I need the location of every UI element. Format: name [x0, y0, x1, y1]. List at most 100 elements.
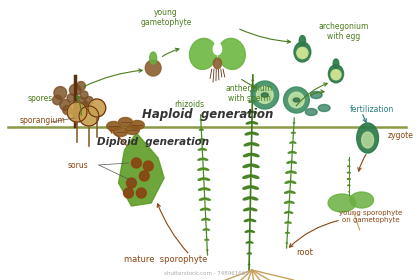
Circle shape — [256, 87, 273, 103]
Ellipse shape — [253, 90, 255, 91]
Ellipse shape — [288, 151, 292, 153]
Circle shape — [124, 188, 133, 198]
Ellipse shape — [333, 59, 339, 69]
Ellipse shape — [244, 143, 251, 146]
Text: rhizoids: rhizoids — [175, 100, 205, 109]
Ellipse shape — [150, 52, 157, 64]
Ellipse shape — [350, 192, 373, 208]
Ellipse shape — [357, 123, 378, 153]
Ellipse shape — [250, 230, 254, 232]
Text: archegonium
with egg: archegonium with egg — [319, 22, 369, 41]
Text: antheridium
with sperm: antheridium with sperm — [225, 84, 273, 103]
Ellipse shape — [292, 161, 296, 163]
Ellipse shape — [289, 201, 294, 203]
Ellipse shape — [251, 186, 259, 189]
Ellipse shape — [114, 127, 127, 137]
Ellipse shape — [198, 158, 203, 160]
Ellipse shape — [328, 65, 344, 83]
Ellipse shape — [130, 120, 144, 130]
Ellipse shape — [191, 40, 215, 68]
Ellipse shape — [347, 172, 349, 173]
Ellipse shape — [252, 122, 258, 124]
Ellipse shape — [287, 232, 290, 233]
Text: fertilization: fertilization — [349, 105, 394, 114]
Ellipse shape — [252, 132, 258, 135]
Ellipse shape — [285, 201, 289, 203]
Ellipse shape — [203, 168, 209, 170]
Ellipse shape — [203, 229, 206, 230]
Ellipse shape — [243, 208, 250, 211]
Ellipse shape — [362, 132, 373, 148]
Ellipse shape — [261, 93, 268, 97]
Circle shape — [132, 158, 141, 168]
Circle shape — [251, 81, 279, 109]
Circle shape — [67, 94, 75, 102]
Ellipse shape — [293, 98, 300, 102]
Ellipse shape — [291, 171, 296, 173]
Ellipse shape — [126, 125, 140, 134]
Ellipse shape — [328, 194, 356, 212]
Ellipse shape — [289, 212, 293, 213]
Circle shape — [145, 60, 161, 76]
Ellipse shape — [349, 172, 350, 173]
Ellipse shape — [248, 264, 249, 265]
Text: mature  sporophyte: mature sporophyte — [124, 255, 208, 264]
Text: Diploid  generation: Diploid generation — [97, 137, 209, 147]
Ellipse shape — [292, 151, 296, 153]
Ellipse shape — [310, 92, 322, 99]
Ellipse shape — [243, 175, 251, 178]
Ellipse shape — [205, 208, 210, 210]
Circle shape — [127, 178, 136, 188]
Ellipse shape — [207, 239, 209, 240]
Ellipse shape — [200, 208, 205, 210]
Ellipse shape — [244, 219, 250, 221]
Ellipse shape — [204, 178, 210, 180]
Circle shape — [88, 99, 106, 117]
Ellipse shape — [204, 188, 210, 190]
Circle shape — [297, 47, 308, 59]
Ellipse shape — [243, 197, 251, 200]
Ellipse shape — [252, 111, 257, 113]
Text: sorus: sorus — [67, 160, 88, 169]
Ellipse shape — [205, 239, 207, 240]
Ellipse shape — [247, 253, 249, 254]
Ellipse shape — [318, 104, 330, 111]
Ellipse shape — [119, 118, 132, 127]
Circle shape — [54, 87, 67, 99]
Ellipse shape — [251, 175, 259, 178]
Ellipse shape — [107, 122, 121, 130]
Ellipse shape — [243, 164, 251, 167]
Ellipse shape — [220, 40, 244, 68]
Circle shape — [289, 92, 304, 108]
Ellipse shape — [198, 178, 204, 180]
Ellipse shape — [251, 90, 253, 91]
Ellipse shape — [249, 264, 250, 265]
Circle shape — [79, 106, 99, 126]
Ellipse shape — [213, 43, 222, 55]
Text: shutterstock.com · 748961662: shutterstock.com · 748961662 — [164, 271, 249, 276]
Ellipse shape — [198, 149, 202, 150]
Ellipse shape — [292, 132, 293, 133]
Ellipse shape — [252, 101, 256, 102]
Ellipse shape — [251, 153, 259, 157]
Ellipse shape — [213, 58, 222, 69]
Ellipse shape — [189, 38, 217, 69]
Ellipse shape — [202, 139, 205, 140]
Ellipse shape — [285, 181, 290, 183]
Ellipse shape — [249, 101, 252, 102]
Ellipse shape — [206, 219, 210, 220]
Circle shape — [331, 70, 341, 80]
Ellipse shape — [299, 36, 305, 46]
Ellipse shape — [246, 242, 250, 243]
Ellipse shape — [246, 122, 252, 124]
Ellipse shape — [250, 219, 256, 221]
Ellipse shape — [288, 222, 291, 223]
Text: Haploid  generation: Haploid generation — [142, 108, 273, 122]
Text: sporangium: sporangium — [20, 116, 65, 125]
Ellipse shape — [203, 158, 208, 160]
Polygon shape — [119, 133, 164, 206]
Ellipse shape — [251, 164, 259, 167]
Ellipse shape — [290, 191, 295, 193]
Ellipse shape — [218, 38, 245, 69]
Ellipse shape — [286, 171, 291, 173]
